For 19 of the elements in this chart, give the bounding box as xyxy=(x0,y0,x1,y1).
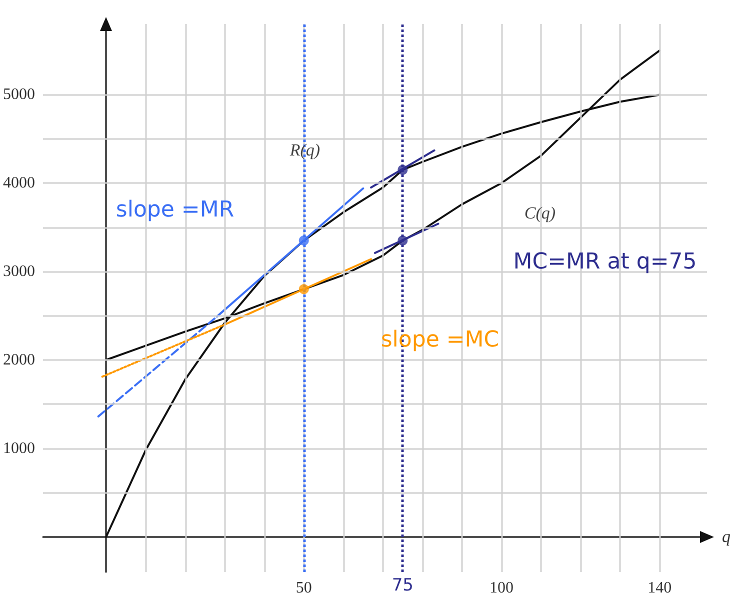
point xyxy=(298,236,309,246)
x-tick-label: 140 xyxy=(648,580,672,596)
x-tick-label: 100 xyxy=(489,580,514,596)
point xyxy=(298,284,309,294)
y-tick-label: 5000 xyxy=(3,86,35,104)
x-tick-label: 50 xyxy=(296,580,312,596)
annotation: R(q) xyxy=(288,140,320,160)
annotation: C(q) xyxy=(524,204,556,222)
ref-line-label: 75 xyxy=(392,576,414,596)
x-axis-title: q xyxy=(722,527,731,546)
point xyxy=(398,164,408,175)
y-tick-label: 4000 xyxy=(3,174,35,192)
annotation: slope =MC xyxy=(380,328,500,352)
y-tick-label: 1000 xyxy=(3,440,35,457)
annotation: slope =MR xyxy=(116,198,234,222)
y-tick-label: 3000 xyxy=(3,262,35,280)
y-tick-label: 2000 xyxy=(3,351,35,368)
annotation: MC=MR at q=75 xyxy=(513,250,697,274)
point xyxy=(398,236,408,246)
